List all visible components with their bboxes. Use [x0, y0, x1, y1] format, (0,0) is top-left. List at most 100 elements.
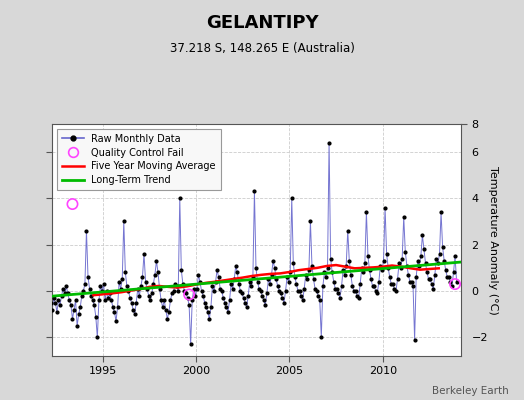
- Point: [266, 281, 274, 287]
- Point: [309, 276, 318, 283]
- Point: [47, 300, 55, 306]
- Point: [112, 318, 120, 324]
- Point: [341, 272, 349, 278]
- Point: [451, 253, 459, 260]
- Point: [179, 281, 187, 287]
- Point: [325, 139, 333, 146]
- Point: [437, 209, 445, 215]
- Point: [161, 306, 170, 313]
- Point: [236, 288, 245, 294]
- Point: [196, 278, 204, 285]
- Point: [60, 290, 69, 296]
- Point: [132, 300, 140, 306]
- Point: [331, 286, 340, 292]
- Point: [390, 286, 399, 292]
- Point: [169, 288, 178, 294]
- Point: [152, 258, 161, 264]
- Point: [249, 274, 257, 280]
- Point: [113, 304, 122, 310]
- Point: [79, 288, 88, 294]
- Point: [409, 283, 417, 290]
- Point: [429, 286, 438, 292]
- Point: [252, 265, 260, 271]
- Point: [431, 272, 439, 278]
- Point: [96, 283, 105, 290]
- Point: [339, 267, 347, 273]
- Point: [89, 297, 97, 304]
- Point: [194, 272, 203, 278]
- Point: [449, 269, 457, 276]
- Point: [426, 276, 434, 283]
- Point: [337, 283, 346, 290]
- Point: [353, 292, 361, 299]
- Point: [373, 290, 381, 296]
- Point: [394, 276, 402, 283]
- Point: [406, 278, 414, 285]
- Point: [74, 311, 83, 318]
- Point: [292, 281, 301, 287]
- Point: [297, 292, 305, 299]
- Point: [143, 286, 151, 292]
- Point: [250, 188, 259, 194]
- Point: [135, 292, 144, 299]
- Point: [350, 288, 358, 294]
- Point: [351, 288, 359, 294]
- Point: [201, 300, 209, 306]
- Point: [65, 297, 73, 304]
- Point: [110, 309, 118, 315]
- Point: [294, 288, 302, 294]
- Point: [415, 262, 423, 269]
- Point: [413, 258, 422, 264]
- Point: [442, 267, 450, 273]
- Point: [383, 251, 391, 257]
- Point: [420, 246, 428, 252]
- Point: [312, 288, 321, 294]
- Point: [387, 281, 396, 287]
- Point: [272, 276, 280, 283]
- Point: [407, 278, 416, 285]
- Point: [202, 304, 211, 310]
- Point: [328, 269, 336, 276]
- Point: [104, 295, 113, 301]
- Point: [301, 272, 310, 278]
- Text: Berkeley Earth: Berkeley Earth: [432, 386, 508, 396]
- Point: [141, 278, 150, 285]
- Point: [73, 323, 81, 329]
- Point: [401, 248, 409, 255]
- Point: [121, 269, 129, 276]
- Point: [270, 265, 279, 271]
- Point: [370, 283, 378, 290]
- Point: [177, 267, 185, 273]
- Point: [211, 278, 220, 285]
- Point: [303, 276, 311, 283]
- Point: [286, 269, 294, 276]
- Point: [208, 283, 216, 290]
- Point: [299, 297, 307, 304]
- Point: [330, 278, 338, 285]
- Point: [221, 300, 229, 306]
- Point: [130, 311, 139, 318]
- Point: [98, 288, 106, 294]
- Point: [253, 278, 261, 285]
- Point: [452, 278, 461, 285]
- Point: [67, 302, 75, 308]
- Point: [432, 255, 441, 262]
- Text: 37.218 S, 148.265 E (Australia): 37.218 S, 148.265 E (Australia): [170, 42, 354, 55]
- Point: [176, 195, 184, 202]
- Point: [319, 283, 327, 290]
- Point: [308, 262, 316, 269]
- Point: [108, 304, 117, 310]
- Point: [395, 260, 403, 266]
- Point: [381, 204, 389, 211]
- Point: [92, 313, 100, 320]
- Point: [274, 283, 282, 290]
- Point: [68, 316, 77, 322]
- Point: [289, 260, 298, 266]
- Point: [198, 288, 206, 294]
- Point: [185, 291, 193, 298]
- Point: [315, 297, 324, 304]
- Point: [235, 281, 243, 287]
- Point: [418, 232, 427, 238]
- Point: [389, 281, 397, 287]
- Point: [56, 302, 64, 308]
